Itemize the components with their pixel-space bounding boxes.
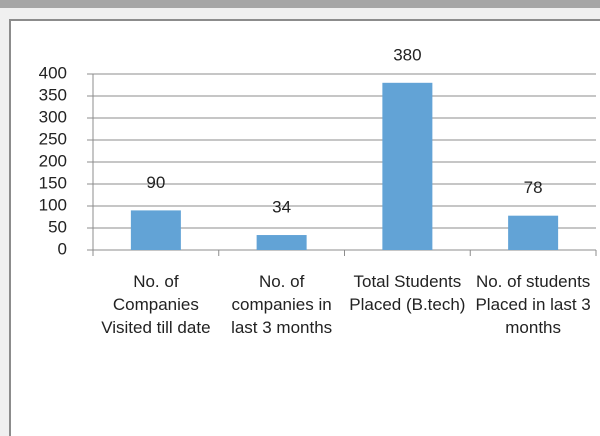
bar bbox=[382, 82, 433, 250]
x-tick-label: No. of companies in last 3 months bbox=[231, 272, 333, 337]
data-label: 90 bbox=[146, 173, 165, 192]
bar bbox=[256, 235, 307, 250]
left-gap bbox=[0, 20, 10, 436]
y-tick-label: 0 bbox=[58, 239, 67, 258]
top-border bbox=[0, 0, 600, 8]
x-tick-label: Total Students Placed (B.tech) bbox=[349, 272, 466, 314]
bar bbox=[130, 210, 181, 250]
y-tick-label: 400 bbox=[39, 63, 67, 82]
y-tick-label: 200 bbox=[39, 151, 67, 170]
y-tick-label: 150 bbox=[39, 173, 67, 192]
data-label: 78 bbox=[524, 178, 543, 197]
data-label: 34 bbox=[272, 198, 291, 217]
y-tick-label: 250 bbox=[39, 129, 67, 148]
x-tick-label: No. of students Placed in last 3 months bbox=[475, 272, 591, 337]
x-tick-label: No. of Companies Visited till date bbox=[101, 272, 211, 337]
y-tick-label: 350 bbox=[39, 85, 67, 104]
y-tick-label: 100 bbox=[39, 195, 67, 214]
y-tick-label: 50 bbox=[48, 217, 67, 236]
y-tick-label: 300 bbox=[39, 107, 67, 126]
top-gap bbox=[0, 8, 600, 20]
data-label: 380 bbox=[393, 45, 421, 64]
bar bbox=[508, 215, 559, 250]
